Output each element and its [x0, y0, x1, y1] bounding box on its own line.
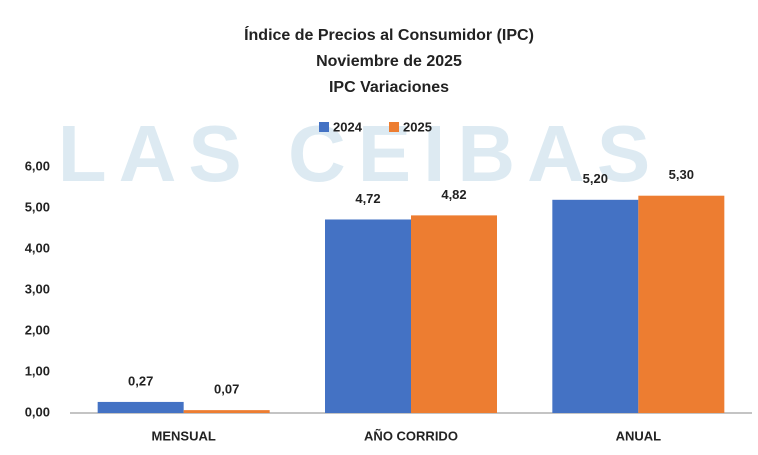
- watermark: LAS CEIBAS: [58, 109, 663, 198]
- legend-label: 2024: [333, 119, 363, 134]
- legend-label: 2025: [403, 119, 432, 134]
- x-tick-label: AÑO CORRIDO: [364, 428, 458, 443]
- y-tick-label: 1,00: [25, 363, 50, 378]
- data-label: 4,82: [441, 187, 466, 202]
- y-tick-label: 0,00: [25, 404, 50, 419]
- data-label: 5,20: [583, 171, 608, 186]
- bar: [97, 401, 184, 413]
- bar: [638, 195, 725, 413]
- bar: [183, 410, 270, 413]
- y-tick-label: 2,00: [25, 322, 50, 337]
- data-label: 0,27: [128, 373, 153, 388]
- y-tick-label: 3,00: [25, 281, 50, 296]
- y-tick-label: 6,00: [25, 158, 50, 173]
- x-tick-label: ANUAL: [616, 428, 662, 443]
- bar: [552, 199, 639, 413]
- bar: [325, 219, 411, 413]
- x-tick-label: MENSUAL: [152, 428, 216, 443]
- chart-subtitle: IPC Variaciones: [329, 79, 449, 96]
- y-tick-label: 5,00: [25, 199, 50, 214]
- data-label: 0,07: [214, 382, 239, 397]
- legend-swatch: [389, 122, 399, 132]
- chart-title: Índice de Precios al Consumidor (IPC): [244, 25, 534, 44]
- legend-swatch: [319, 122, 329, 132]
- bar: [411, 215, 497, 413]
- data-label: 5,30: [669, 167, 694, 182]
- y-tick-label: 4,00: [25, 240, 50, 255]
- chart-subtitle: Noviembre de 2025: [316, 53, 462, 70]
- data-label: 4,72: [355, 191, 380, 206]
